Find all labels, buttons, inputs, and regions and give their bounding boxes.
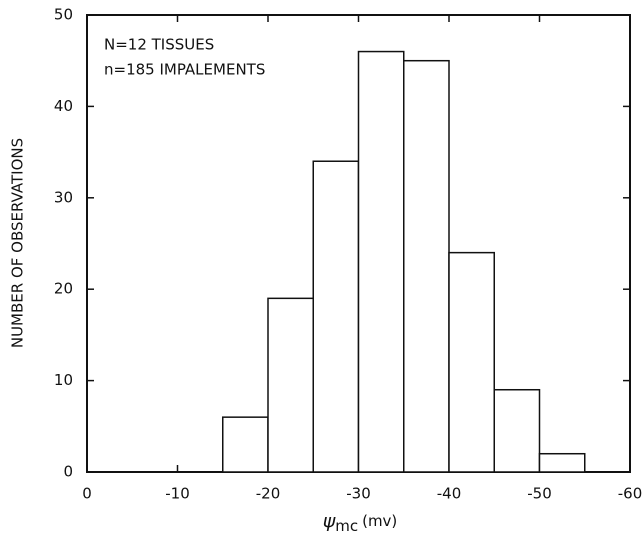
bar [267, 297, 314, 473]
x-label-subscript: mc [335, 517, 358, 535]
x-label-unit: (mv) [362, 512, 397, 530]
y-tick-label: 30 [54, 188, 73, 206]
x-tick-label: -30 [346, 485, 371, 503]
x-tick-label: -60 [618, 485, 642, 503]
y-tick-label: 20 [54, 280, 73, 298]
annotation: n=185 IMPALEMENTS [104, 61, 265, 79]
bar [538, 452, 586, 473]
bar [448, 251, 495, 473]
bar [357, 50, 405, 473]
y-tick-label: 10 [54, 371, 73, 389]
x-tick-label: -50 [527, 485, 552, 503]
x-label-symbol: ψ [323, 510, 336, 532]
annotation: N=12 TISSUES [104, 36, 214, 54]
y-tick-label: 50 [54, 6, 73, 24]
x-tick-label: -20 [256, 485, 281, 503]
x-tick-label: -10 [165, 485, 190, 503]
x-axis-label: ψmc (mv) [323, 510, 398, 535]
bar [493, 388, 541, 473]
x-tick-label: 0 [82, 485, 92, 503]
bar [222, 416, 269, 473]
y-axis-label: NUMBER OF OBSERVATIONS [9, 138, 27, 348]
bar [312, 160, 360, 473]
bar [403, 59, 450, 473]
y-tick-label: 0 [63, 463, 73, 481]
y-tick-label: 40 [54, 97, 73, 115]
x-tick-label: -40 [437, 485, 462, 503]
